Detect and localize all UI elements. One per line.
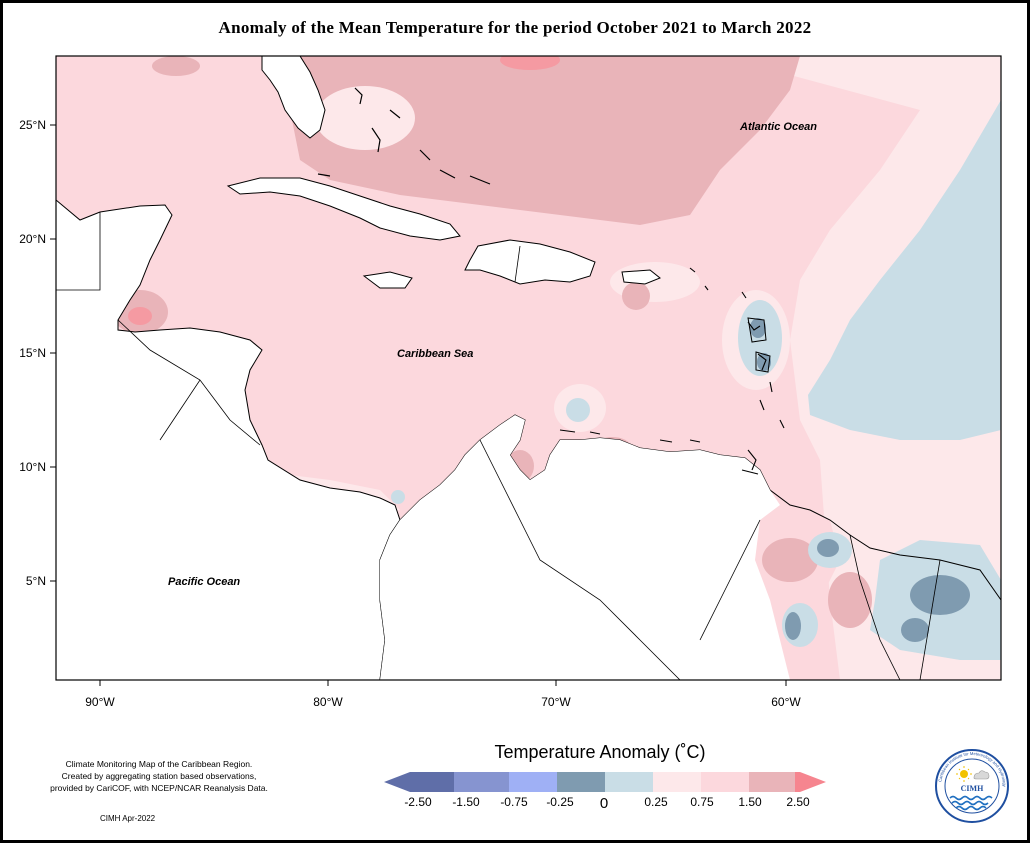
legend-swatch-6 [701,772,749,792]
legend-swatch-1 [454,772,509,792]
lat-tick-20n: 20°N [19,232,46,246]
legend-label-5: 0.25 [644,795,668,809]
lon-tick-80w: 80°W [313,695,343,709]
footnote-line-2: Created by aggregating station based obs… [61,771,257,781]
label-pacific-ocean: Pacific Ocean [168,576,240,588]
lat-tick-10n: 10°N [19,460,46,474]
map-border [55,55,1002,681]
cimh-logo: CIMH Caribbean Institute for Meteorology… [935,749,1009,823]
legend-label-4: 0 [600,795,608,812]
legend-label-1: -1.50 [452,795,480,809]
lat-tick-15n: 15°N [19,346,46,360]
footnote-line-3: provided by CariCOF, with NCEP/NCAR Rean… [50,783,268,793]
legend-swatch-5 [653,772,701,792]
legend-label-7: 1.50 [738,795,762,809]
legend-label-3: -0.25 [546,795,574,809]
legend-colorbar [384,772,826,792]
legend-swatch-3 [557,772,605,792]
map-ticks [50,124,787,686]
legend-swatch-2 [509,772,557,792]
credit-text: CIMH Apr-2022 [100,814,156,823]
sun-icon [956,766,972,782]
legend-swatch-8 [795,772,826,792]
lon-tick-60w: 60°W [771,695,801,709]
legend-swatch-0 [384,772,454,792]
legend-label-8: 2.50 [786,795,810,809]
lon-tick-70w: 70°W [541,695,571,709]
anomaly-field [56,56,1001,680]
footnote-line-1: Climate Monitoring Map of the Caribbean … [65,759,253,769]
footnote: Climate Monitoring Map of the Caribbean … [28,758,290,794]
lat-tick-5n: 5°N [26,574,46,588]
legend-swatch-4 [605,772,653,792]
legend-title: Temperature Anomaly (˚C) [494,742,706,762]
lat-tick-25n: 25°N [19,118,46,132]
map-title: Anomaly of the Mean Temperature for the … [218,18,812,37]
lon-tick-90w: 90°W [85,695,115,709]
legend-label-2: -0.75 [500,795,528,809]
label-atlantic-ocean: Atlantic Ocean [739,121,817,133]
cloud-icon [973,770,990,780]
logo-text: CIMH [961,784,984,793]
legend-swatch-7 [749,772,795,792]
legend-label-6: 0.75 [690,795,714,809]
waves-icon [949,795,993,811]
label-caribbean-sea: Caribbean Sea [397,348,473,360]
legend-label-0: -2.50 [404,795,432,809]
